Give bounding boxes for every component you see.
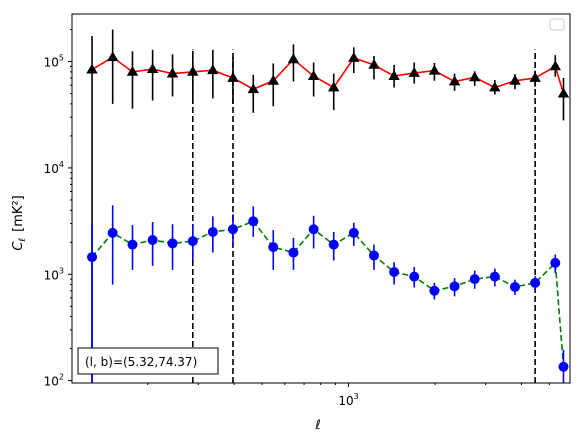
data-point-circle [550, 257, 561, 268]
annotation-text: (l, b)=(5.32,74.37) [85, 355, 197, 369]
data-point-triangle [166, 67, 179, 78]
data-point-circle [268, 242, 279, 253]
y-tick-label: 103 [44, 266, 64, 282]
data-point-circle [87, 252, 98, 263]
data-point-triangle [247, 83, 259, 94]
data-point-circle [530, 277, 541, 288]
data-point-circle [429, 285, 440, 296]
data-point-triangle [469, 71, 481, 82]
tick-label-exponent: 3 [354, 392, 359, 401]
data-point-circle [187, 236, 198, 247]
y-axis-label-units: [mK²] [11, 195, 26, 232]
data-point-triangle [388, 70, 400, 80]
series-layer [86, 29, 570, 383]
data-point-triangle [126, 65, 139, 76]
y-axis-label-subscript: ℓ [18, 238, 28, 243]
y-axis-label-symbol: C [11, 241, 26, 251]
data-point-circle [167, 238, 178, 249]
tick-label-base: 10 [44, 375, 59, 389]
data-point-circle [348, 227, 359, 238]
data-point-triangle [86, 63, 98, 74]
data-point-circle [558, 361, 569, 372]
data-point-triangle [107, 51, 119, 62]
data-point-triangle [348, 52, 360, 62]
data-point-triangle [146, 63, 159, 73]
data-point-circle [227, 224, 238, 235]
data-point-circle [207, 226, 218, 237]
data-point-circle [328, 239, 339, 250]
data-point-triangle [287, 53, 300, 64]
y-tick-label: 102 [44, 373, 64, 389]
data-point-circle [389, 267, 400, 278]
y-axis-label: Cℓ [mK²] [11, 195, 28, 250]
x-axis-label: ℓ [314, 418, 320, 433]
data-point-triangle [448, 75, 461, 86]
data-point-triangle [227, 72, 239, 82]
data-point-triangle [428, 64, 441, 75]
tick-label-base: 10 [44, 56, 59, 70]
data-point-circle [248, 216, 259, 227]
data-point-triangle [509, 74, 521, 85]
x-tick-label: 103 [338, 392, 358, 408]
data-point-triangle [557, 87, 570, 98]
data-point-triangle [489, 81, 501, 92]
data-point-circle [409, 271, 420, 282]
data-point-triangle [328, 81, 340, 92]
data-point-circle [449, 281, 460, 292]
data-point-circle [469, 274, 480, 285]
data-point-triangle [368, 58, 380, 69]
tick-label-base: 10 [44, 162, 59, 176]
data-point-circle [489, 271, 500, 282]
annotation-box: (l, b)=(5.32,74.37) [77, 347, 219, 375]
data-point-circle [368, 250, 379, 261]
data-point-triangle [549, 60, 561, 71]
data-point-triangle [207, 64, 219, 75]
series-triangle [86, 29, 570, 383]
data-point-circle [127, 239, 138, 250]
tick-label-exponent: 2 [59, 373, 64, 382]
tick-label-base: 10 [44, 268, 59, 282]
y-tick-label: 104 [44, 160, 64, 176]
data-point-triangle [408, 67, 420, 77]
data-point-circle [147, 235, 158, 246]
tick-label-exponent: 3 [59, 266, 64, 275]
empty-legend-box [549, 18, 565, 31]
data-point-circle [107, 227, 118, 238]
series-circle [87, 205, 569, 383]
tick-label-exponent: 4 [59, 160, 64, 169]
data-point-circle [308, 224, 319, 235]
tick-label-exponent: 5 [59, 54, 64, 63]
data-point-triangle [529, 72, 541, 82]
data-point-circle [288, 247, 299, 258]
data-point-triangle [187, 65, 199, 76]
data-point-triangle [307, 70, 320, 80]
plot-background [72, 14, 570, 383]
y-tick-label: 105 [44, 54, 64, 70]
data-point-circle [509, 281, 520, 292]
tick-label-base: 10 [338, 394, 353, 408]
data-point-triangle [267, 74, 279, 85]
